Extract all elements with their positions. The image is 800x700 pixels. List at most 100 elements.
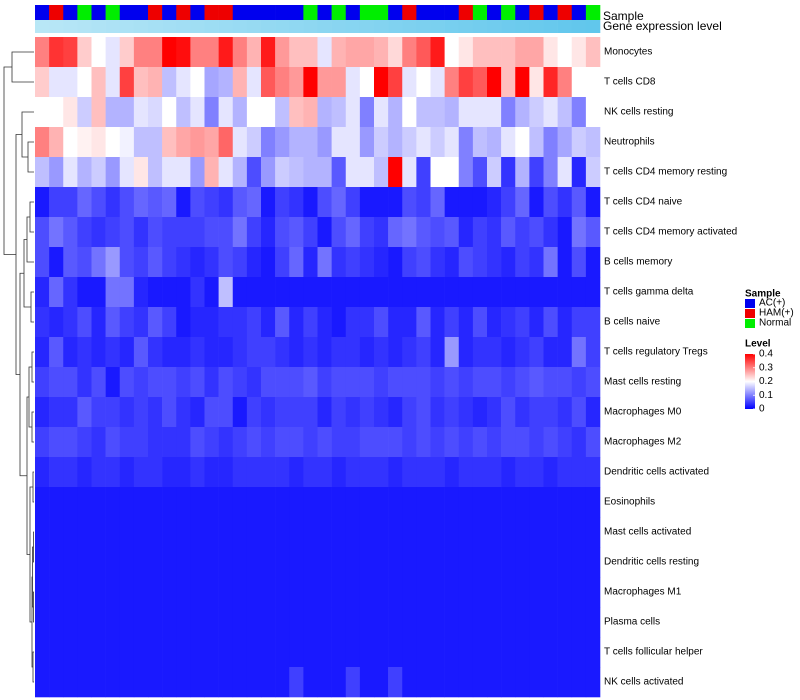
heatmap-cell xyxy=(388,217,403,248)
heatmap-cell xyxy=(275,667,290,698)
heatmap-cell xyxy=(345,607,361,638)
sample-track-cell xyxy=(402,5,417,20)
heatmap-cell xyxy=(571,157,587,188)
heatmap-cell xyxy=(430,127,445,158)
heatmap-cell xyxy=(571,247,587,278)
heatmap-cell xyxy=(515,307,530,338)
heatmap-cell xyxy=(557,97,573,128)
heatmap-cell xyxy=(374,217,389,248)
heatmap-cell xyxy=(303,637,318,668)
heatmap-cell xyxy=(49,37,64,68)
heatmap-cell xyxy=(529,277,544,308)
heatmap-cell xyxy=(119,427,135,458)
sample-legend-swatch xyxy=(745,319,755,328)
heatmap-cell xyxy=(585,97,601,128)
heatmap-cell xyxy=(119,367,135,398)
heatmap-cell xyxy=(246,157,262,188)
heatmap-cell xyxy=(246,667,262,698)
heatmap-cell xyxy=(345,397,361,428)
heatmap-cell xyxy=(218,337,234,368)
heatmap-cell xyxy=(317,97,332,128)
heatmap-cell xyxy=(416,217,431,248)
heatmap-cell xyxy=(458,157,474,188)
heatmap-cell xyxy=(232,67,248,98)
heatmap-cell xyxy=(529,337,544,368)
expression-track-cell xyxy=(529,20,544,33)
heatmap-cell xyxy=(190,427,205,458)
heatmap-cell xyxy=(119,37,135,68)
heatmap-cell xyxy=(543,97,558,128)
heatmap-cell xyxy=(430,637,445,668)
heatmap-cell xyxy=(571,637,587,668)
heatmap-cell xyxy=(91,367,106,398)
heatmap-cell xyxy=(543,277,558,308)
heatmap-cell xyxy=(402,487,417,518)
heatmap-cell xyxy=(374,97,389,128)
heatmap-cell xyxy=(275,277,290,308)
heatmap-cell xyxy=(374,487,389,518)
expression-track-cell xyxy=(35,20,50,33)
sample-track-cell xyxy=(289,5,304,20)
heatmap-cell xyxy=(35,67,50,98)
heatmap-cell xyxy=(63,127,78,158)
heatmap-cell xyxy=(416,97,431,128)
heatmap-cell xyxy=(487,397,502,428)
heatmap-cell xyxy=(374,277,389,308)
heatmap-cell xyxy=(402,517,417,548)
heatmap-cell xyxy=(359,457,375,488)
heatmap-cell xyxy=(105,157,121,188)
dendrogram-link xyxy=(26,396,30,555)
heatmap-cell xyxy=(275,367,290,398)
heatmap-cell xyxy=(487,487,502,518)
heatmap-cell xyxy=(162,187,177,218)
heatmap-cell xyxy=(374,397,389,428)
heatmap-cell xyxy=(501,157,516,188)
heatmap-cell xyxy=(246,577,262,608)
heatmap-cell xyxy=(331,367,347,398)
heatmap-cell xyxy=(472,127,488,158)
heatmap-cell xyxy=(359,487,375,518)
heatmap-cell xyxy=(133,427,149,458)
heatmap-cell xyxy=(63,187,78,218)
expression-track-cell xyxy=(487,20,502,33)
heatmap-cell xyxy=(204,337,219,368)
heatmap-cell xyxy=(388,457,403,488)
expression-track-cell xyxy=(204,20,219,33)
sample-legend-swatch xyxy=(745,309,755,318)
heatmap-cell xyxy=(430,517,445,548)
heatmap-cell xyxy=(63,607,78,638)
heatmap-cell xyxy=(190,637,205,668)
heatmap-cell xyxy=(162,427,177,458)
heatmap-cell xyxy=(91,397,106,428)
heatmap-cell xyxy=(133,367,149,398)
heatmap-cell xyxy=(444,157,460,188)
heatmap-cell xyxy=(543,187,558,218)
heatmap-cell xyxy=(35,637,50,668)
sample-track-cell xyxy=(571,5,587,20)
heatmap-cell xyxy=(374,337,389,368)
heatmap-cell xyxy=(472,157,488,188)
row-label: NK cells activated xyxy=(604,677,683,688)
heatmap-cell xyxy=(501,337,516,368)
heatmap-cell xyxy=(261,427,276,458)
row-label: T cells CD4 memory resting xyxy=(604,167,727,178)
heatmap-cell xyxy=(148,157,163,188)
heatmap-cell xyxy=(289,607,304,638)
heatmap-cell xyxy=(444,127,460,158)
row-dendrogram xyxy=(3,51,34,683)
heatmap-cell xyxy=(345,127,361,158)
heatmap-cell xyxy=(543,517,558,548)
heatmap-cell xyxy=(133,127,149,158)
heatmap-cell xyxy=(91,337,106,368)
heatmap-cell xyxy=(501,187,516,218)
heatmap-cell xyxy=(585,577,601,608)
row-label: T cells follicular helper xyxy=(604,647,703,658)
heatmap-cell xyxy=(487,607,502,638)
heatmap-cell xyxy=(501,127,516,158)
heatmap-cell xyxy=(63,307,78,338)
heatmap-cell xyxy=(176,517,191,548)
heatmap-cell xyxy=(571,607,587,638)
heatmap-cell xyxy=(218,457,234,488)
dendrogram-link xyxy=(31,351,34,383)
heatmap-cell xyxy=(374,187,389,218)
